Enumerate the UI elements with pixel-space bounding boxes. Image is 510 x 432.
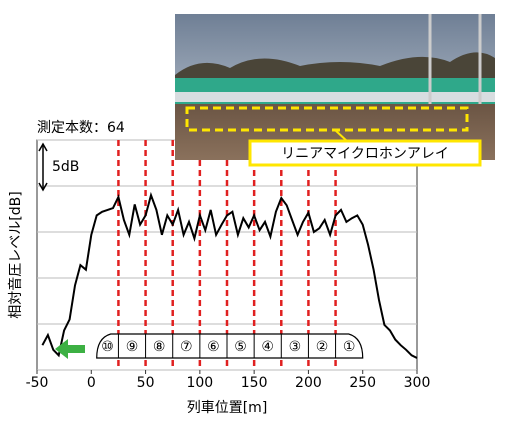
direction-arrow bbox=[55, 339, 85, 359]
photo-label: リニアマイクロホンアレイ bbox=[281, 146, 449, 162]
y-axis-label: 相対音圧レベル[dB] bbox=[7, 191, 24, 318]
chart-title: 測定本数：64 bbox=[37, 120, 125, 136]
photo bbox=[175, 14, 495, 167]
x-tick-label: 200 bbox=[295, 375, 322, 391]
car-label: ① bbox=[343, 339, 356, 355]
x-tick-label: 0 bbox=[87, 375, 96, 391]
x-tick-label: 300 bbox=[404, 375, 431, 391]
car-label: ⑩ bbox=[101, 339, 114, 355]
series-line bbox=[41, 191, 418, 359]
x-tick-label: 150 bbox=[241, 375, 268, 391]
x-tick-label: 100 bbox=[186, 375, 213, 391]
car-label: ⑦ bbox=[180, 339, 193, 355]
car-label: ⑨ bbox=[126, 339, 139, 355]
car-label: ④ bbox=[261, 339, 274, 355]
x-axis-label: 列車位置[m] bbox=[187, 399, 268, 416]
scale-arrow bbox=[38, 142, 48, 192]
overlay: 5dB ⑩ ⑨ ⑧ ⑦ ⑥ ⑤ ④ ③ ② ① bbox=[38, 140, 418, 370]
scale-label: 5dB bbox=[52, 159, 79, 175]
car-label: ② bbox=[316, 339, 329, 355]
car-label: ⑤ bbox=[234, 339, 247, 355]
x-tick-label: -50 bbox=[26, 375, 49, 391]
car-label: ⑧ bbox=[153, 339, 166, 355]
car-label: ⑥ bbox=[207, 339, 220, 355]
x-tick-label: 250 bbox=[349, 375, 376, 391]
x-tick-label: 50 bbox=[137, 375, 155, 391]
car-label: ③ bbox=[289, 339, 302, 355]
train-body bbox=[96, 333, 364, 359]
